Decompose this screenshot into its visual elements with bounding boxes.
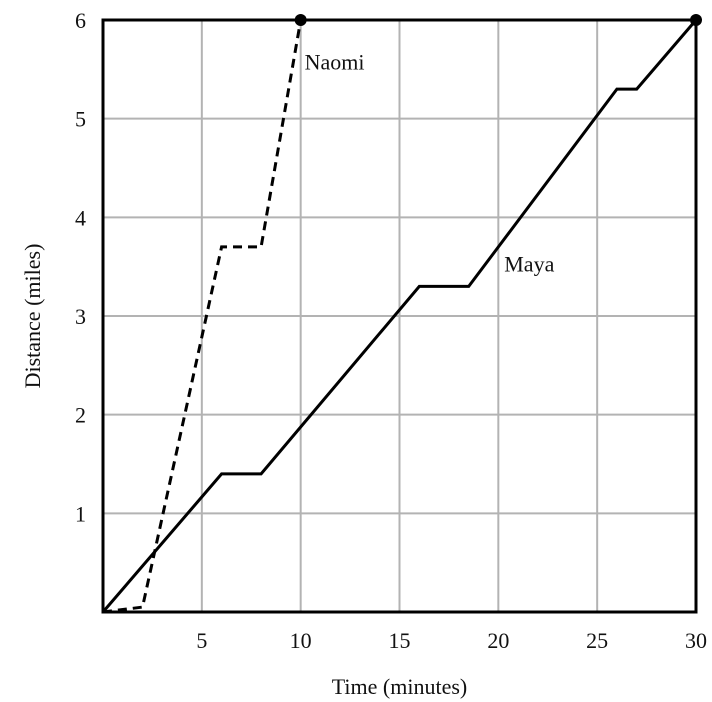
endpoint-marker-naomi — [294, 14, 307, 26]
endpoint-marker-maya — [690, 14, 702, 26]
x-tick-label: 20 — [487, 628, 509, 653]
x-tick-label: 15 — [389, 628, 411, 653]
series-label-naomi: Naomi — [305, 49, 365, 74]
y-tick-label: 3 — [75, 304, 86, 329]
grid — [103, 20, 696, 612]
y-axis-label: Distance (miles) — [20, 244, 45, 389]
series-label-maya: Maya — [504, 252, 554, 277]
x-tick-label: 5 — [196, 628, 207, 653]
series-layer — [101, 14, 702, 614]
x-axis-label: Time (minutes) — [332, 674, 467, 699]
y-tick-label: 6 — [75, 8, 86, 33]
y-tick-label: 4 — [75, 205, 86, 230]
y-tick-label: 5 — [75, 107, 86, 132]
plot-frame — [101, 18, 698, 614]
y-tick-label: 2 — [75, 403, 86, 428]
x-tick-label: 10 — [290, 628, 312, 653]
x-tick-label: 30 — [685, 628, 707, 653]
series-line-maya — [101, 19, 698, 613]
x-tick-label: 25 — [586, 628, 608, 653]
series-line-naomi — [102, 19, 303, 614]
tick-labels: 5 10 15 20 25 30 1 2 3 4 5 6 — [75, 8, 707, 653]
y-tick-label: 1 — [75, 501, 86, 526]
